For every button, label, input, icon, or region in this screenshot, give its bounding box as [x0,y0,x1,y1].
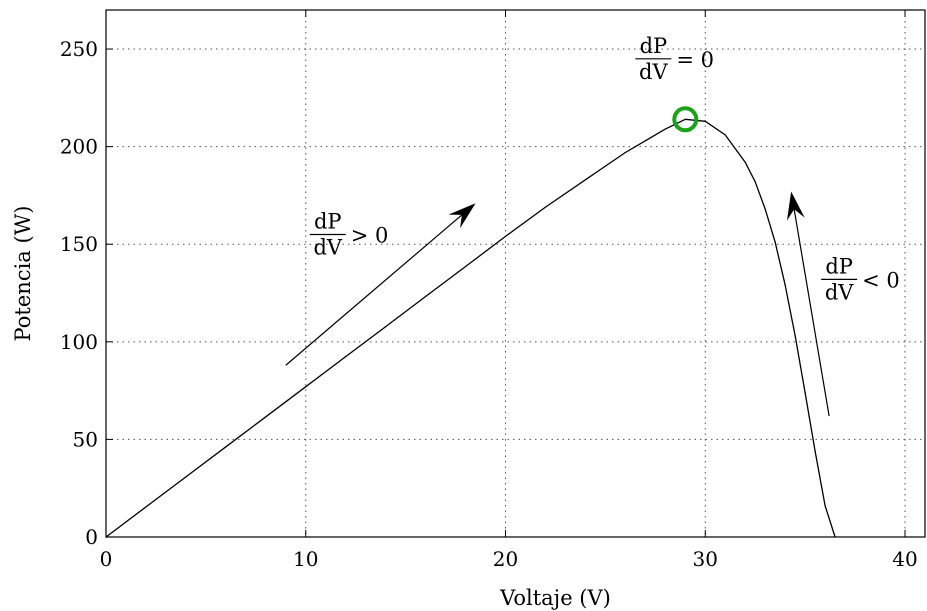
data-point [624,151,626,154]
relation-label: = 0 [676,48,714,72]
y-tick-label: 100 [60,330,98,354]
data-point [744,161,746,163]
data-point [774,241,776,243]
data-point [834,536,836,538]
tick-labels: 0 10 20 30 40 0 50 100 150 200 250 [60,37,918,571]
mpp-marker [672,106,699,133]
arrow-shaft [285,214,463,366]
x-tick-label: 30 [693,547,718,571]
data-point [764,208,766,210]
power-curve-line [105,118,836,538]
data-point [794,335,796,337]
y-tick-label: 150 [60,232,98,256]
data-point [265,416,267,418]
y-axis-label: Potencia (W) [11,206,35,342]
data-point [305,386,307,388]
x-axis-label: Voltaje (V) [499,586,611,610]
data-point [544,206,547,208]
y-tick-label: 50 [73,427,98,451]
relation-label: < 0 [862,268,900,292]
x-tick-label: 20 [493,547,518,571]
data-point [664,128,666,130]
y-tick-label: 0 [85,525,98,549]
axis-ticks [105,10,906,538]
data-point [385,325,387,328]
data-point [584,179,587,181]
relation-label: > 0 [351,223,389,247]
fraction-numerator: dP [825,254,853,278]
fraction-denominator: dV [313,235,342,259]
arrow-head [786,191,805,221]
fraction-numerator: dP [314,209,342,233]
y-tick-label: 250 [60,37,98,61]
data-point [814,450,816,452]
data-point [185,476,187,478]
data-point [604,165,606,167]
data-point [345,356,347,358]
data-point [754,181,756,183]
data-point [704,120,706,122]
plot-frame [105,9,926,538]
markers [672,106,699,133]
data-point [225,446,227,448]
y-tick-label: 200 [60,135,98,159]
x-tick-label: 0 [100,547,113,571]
data-point [804,391,806,394]
x-tick-label: 40 [892,547,917,571]
data-point [724,134,726,136]
data-point [105,536,107,538]
data-point [425,295,427,298]
data-point [464,265,467,268]
fraction-denominator: dV [639,60,668,84]
data-point [644,140,646,142]
arrow-head [448,203,476,229]
data-point [504,235,507,238]
arrows [285,191,830,417]
fraction-numerator: dP [640,34,668,58]
data-point [684,118,686,120]
arrow-shaft [793,209,830,417]
fraction-denominator: dV [825,280,854,304]
data-point [145,506,147,508]
x-tick-label: 10 [293,547,318,571]
grid-lines [106,10,925,537]
series-group [105,118,836,538]
data-point [824,505,826,507]
data-point [784,284,786,286]
